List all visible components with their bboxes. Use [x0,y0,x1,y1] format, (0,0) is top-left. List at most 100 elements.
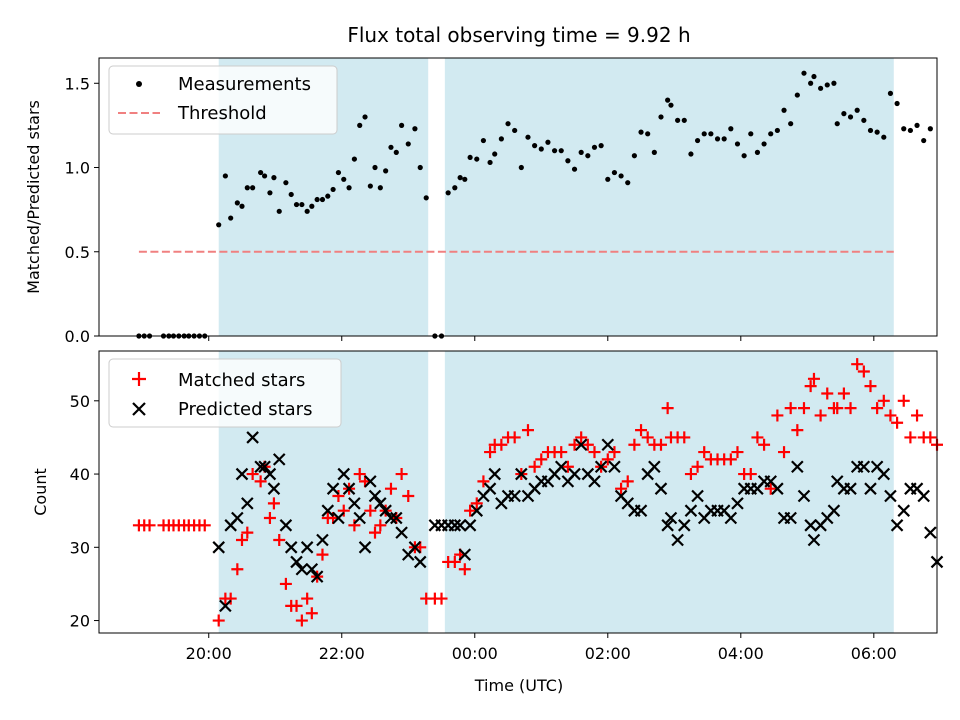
matched-star-point [464,504,477,517]
matched-star-point [615,482,628,495]
matched-star-point [374,519,387,532]
matched-star-point [528,460,541,473]
predicted-star-point [384,511,398,525]
predicted-star-point [724,511,738,525]
matched-star-point [904,431,917,444]
predicted-star-point [463,519,477,532]
predicted-star-point [267,482,281,495]
matched-star-point [588,446,601,459]
matched-star-point [279,577,292,590]
predicted-star-point [588,475,601,488]
predicted-star-point [807,533,821,547]
matched-star-point [764,482,777,495]
measurement-point [222,173,228,179]
measurement-point [276,208,282,214]
measurement-point [708,131,714,137]
ratio-panel: 0.0 0.5 1.0 1.5 Matched/Predicted stars Mea… [24,57,938,346]
matched-star-point [143,519,156,532]
count-panel-marks [132,358,944,627]
matched-star-point [263,512,276,525]
x-tick-label: 20:00 [186,644,232,663]
matched-star-point [353,468,366,481]
measurement-point [834,121,840,127]
measurement-point [754,149,761,155]
predicted-star-point [864,482,877,495]
y-tick-label: 50 [70,392,90,411]
predicted-star-point [326,482,340,495]
predicted-star-point [368,489,382,503]
matched-star-point [778,446,791,459]
matched-star-point [601,453,614,466]
predicted-star-point [857,460,871,474]
measurement-point [847,114,854,120]
matched-star-point [448,555,461,568]
matched-star-point [435,592,448,605]
chart-title: Flux total observing time = 9.92 h [347,23,690,47]
measurement-point [545,139,551,145]
predicted-star-point [671,533,684,547]
matched-star-point [521,424,534,437]
measurement-point [808,80,814,86]
legend-frame-count [108,358,342,428]
measurement-point [901,126,907,132]
predicted-star-point [321,504,335,517]
predicted-star-point [310,570,324,583]
predicted-star-point [305,562,319,576]
measurement-point [492,151,498,157]
count-panel-axes: 20 30 40 50 20:00 22:00 00:00 02:00 04:00 06:00 [70,392,897,663]
measurement-point [721,136,727,142]
matched-star-point [831,402,844,415]
matched-star-point [797,402,810,415]
measurement-point [457,175,463,181]
count-panel: 20 30 40 50 20:00 22:00 00:00 02:00 04:00 06:00 C… [31,350,944,663]
matched-star-point [751,431,764,444]
measurement-point [388,144,394,150]
legend-marker-matched [132,372,146,386]
matched-star-point [864,380,877,393]
matched-star-point [877,394,890,407]
predicted-star-point [731,497,744,510]
matched-star-point [495,438,508,451]
matched-star-point [814,409,827,422]
matched-star-point [332,490,345,503]
predicted-star-point [231,511,244,525]
predicted-star-point [804,519,817,532]
measurement-point [393,149,399,155]
matched-star-point [628,438,641,451]
x-axis-label: Time (UTC) [474,676,563,695]
predicted-star-point [272,453,286,466]
measurement-point [665,97,671,103]
predicted-star-point [684,504,698,517]
measurement-point [262,173,268,179]
legend-frame-ratio [108,65,338,135]
ratio-panel-frame [98,57,938,337]
predicted-star-point [470,504,484,517]
predicted-star-point [594,460,608,474]
measurement-point [585,153,591,159]
measurement-point [216,222,222,228]
measurement-point [423,195,429,201]
count-panel-legend: Matched stars Predicted stars [108,358,342,428]
matched-star-point [568,438,581,451]
measurement-point [907,127,913,134]
matched-star-point [661,402,674,415]
predicted-star-point [374,497,387,510]
predicted-star-point [648,460,661,474]
matched-star-point [744,468,757,481]
matched-star-point [844,402,857,415]
measurement-point [921,137,927,144]
matched-star-point [458,563,471,576]
matched-star-point [724,453,737,466]
measurement-point [532,143,538,149]
measurement-point [668,102,674,108]
measurement-point [714,136,721,142]
predicted-star-point [554,460,568,474]
matched-star-point [821,387,834,400]
measurement-point [618,173,624,179]
measurement-point [728,126,734,132]
predicted-star-point [263,467,277,481]
measurement-point [854,107,860,113]
predicted-star-point [488,467,501,481]
matched-star-point [731,446,744,459]
measurement-point [591,144,598,150]
